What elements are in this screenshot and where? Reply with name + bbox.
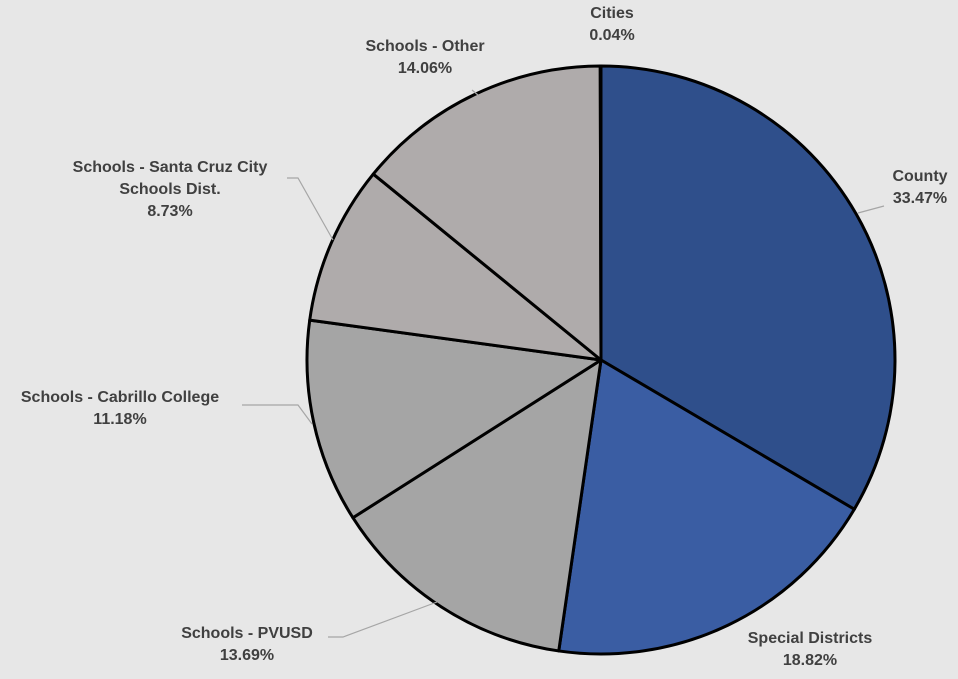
data-label: Schools - PVUSD 13.69% xyxy=(147,623,347,667)
data-label: Schools - Santa Cruz City Schools Dist. 8… xyxy=(45,157,295,223)
pie-slice xyxy=(557,358,856,656)
pie-slice xyxy=(351,358,603,653)
pie-slice xyxy=(371,64,603,362)
leader-line xyxy=(242,404,313,425)
slice-name: Cities xyxy=(590,5,634,22)
slice-percent: 14.06% xyxy=(397,60,453,77)
slice-name: Schools - Other xyxy=(365,38,485,55)
slice-percent: 33.47% xyxy=(892,190,948,207)
slice-percent: 13.69% xyxy=(219,647,275,664)
data-label: County 33.47% xyxy=(860,166,958,210)
slice-name: Schools - Cabrillo College xyxy=(20,389,220,406)
slice-name: Special Districts xyxy=(747,630,873,647)
data-label: Cities 0.04% xyxy=(552,3,672,47)
data-label: Special Districts 18.82% xyxy=(710,628,910,672)
slice-percent: 8.73% xyxy=(147,203,193,220)
slice-percent: 18.82% xyxy=(782,652,838,669)
slice-percent: 0.04% xyxy=(589,27,635,44)
slice-name: Schools - PVUSD xyxy=(181,625,313,642)
leader-line xyxy=(328,601,438,638)
slice-name: Schools - Santa Cruz City Schools Dist. xyxy=(72,159,268,198)
pie-slice xyxy=(305,318,603,520)
data-label: Schools - Other 14.06% xyxy=(325,36,525,80)
pie-slice xyxy=(599,64,897,511)
slice-name: County xyxy=(892,168,948,185)
pie-slice xyxy=(308,172,603,362)
leader-line xyxy=(857,205,885,214)
slice-percent: 11.18% xyxy=(93,411,147,428)
leader-line xyxy=(471,89,479,96)
leader-line xyxy=(287,177,334,241)
pie-slice xyxy=(598,64,603,362)
data-label: Schools - Cabrillo College 11.18% xyxy=(0,387,250,431)
